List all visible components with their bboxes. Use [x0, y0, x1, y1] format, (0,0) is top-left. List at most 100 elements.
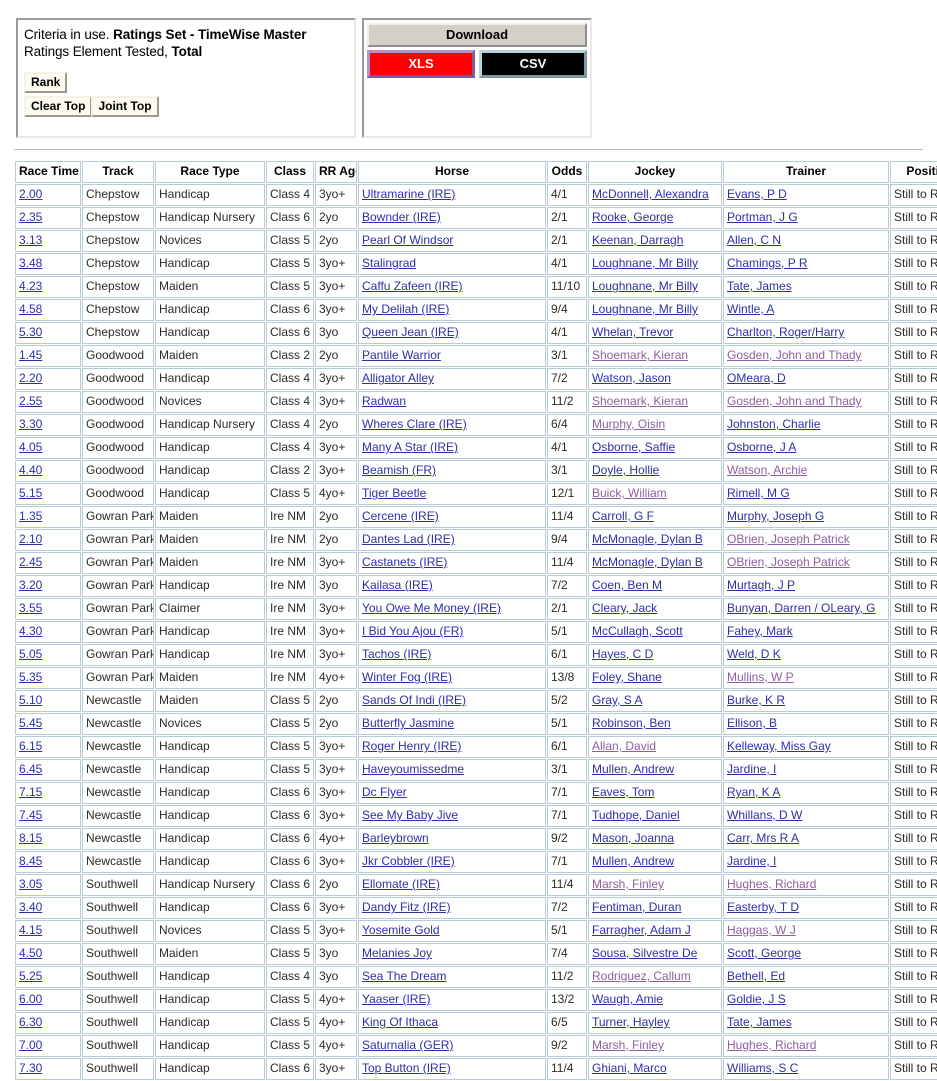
horse-link[interactable]: Beamish (FR): [362, 463, 437, 477]
horse-link[interactable]: Queen Jean (IRE): [362, 325, 459, 339]
cell-horse[interactable]: Kailasa (IRE): [358, 575, 546, 597]
race-time-link[interactable]: 2.35: [19, 210, 43, 224]
race-time-link[interactable]: 2.45: [19, 555, 43, 569]
jockey-link[interactable]: Turner, Hayley: [592, 1015, 670, 1029]
cell-horse[interactable]: Yaaser (IRE): [358, 989, 546, 1011]
race-time-link[interactable]: 5.10: [19, 693, 43, 707]
trainer-link[interactable]: Mullins, W P: [727, 670, 794, 684]
cell-race-time[interactable]: 6.00: [15, 989, 81, 1011]
cell-race-time[interactable]: 2.35: [15, 207, 81, 229]
jockey-link[interactable]: Shoemark, Kieran: [592, 394, 689, 408]
race-time-link[interactable]: 1.45: [19, 348, 43, 362]
jockey-link[interactable]: Shoemark, Kieran: [592, 348, 689, 362]
jockey-link[interactable]: Eaves, Tom: [592, 785, 655, 799]
trainer-link[interactable]: Watson, Archie: [727, 463, 808, 477]
jockey-link[interactable]: Murphy, Oisin: [592, 417, 666, 431]
cell-race-time[interactable]: 4.58: [15, 299, 81, 321]
cell-jockey[interactable]: Sousa, Silvestre De: [588, 943, 722, 965]
cell-trainer[interactable]: Easterby, T D: [723, 897, 889, 919]
cell-trainer[interactable]: Bethell, Ed: [723, 966, 889, 988]
jockey-link[interactable]: Allan, David: [592, 739, 657, 753]
cell-horse[interactable]: You Owe Me Money (IRE): [358, 598, 546, 620]
cell-trainer[interactable]: OBrien, Joseph Patrick: [723, 552, 889, 574]
cell-trainer[interactable]: Charlton, Roger/Harry: [723, 322, 889, 344]
race-time-link[interactable]: 5.45: [19, 716, 43, 730]
cell-trainer[interactable]: Haggas, W J: [723, 920, 889, 942]
cell-horse[interactable]: Saturnalia (GER): [358, 1035, 546, 1057]
jockey-link[interactable]: Osborne, Saffie: [592, 440, 676, 454]
cell-jockey[interactable]: Eaves, Tom: [588, 782, 722, 804]
jockey-link[interactable]: Watson, Jason: [592, 371, 671, 385]
cell-trainer[interactable]: Evans, P D: [723, 184, 889, 206]
horse-link[interactable]: Winter Fog (IRE): [362, 670, 453, 684]
cell-race-time[interactable]: 8.45: [15, 851, 81, 873]
cell-trainer[interactable]: Mullins, W P: [723, 667, 889, 689]
trainer-link[interactable]: Tate, James: [727, 279, 792, 293]
cell-trainer[interactable]: Rimell, M G: [723, 483, 889, 505]
cell-race-time[interactable]: 2.55: [15, 391, 81, 413]
cell-trainer[interactable]: Hughes, Richard: [723, 1035, 889, 1057]
horse-link[interactable]: See My Baby Jive: [362, 808, 459, 822]
jockey-link[interactable]: Whelan, Trevor: [592, 325, 674, 339]
jockey-link[interactable]: McMonagle, Dylan B: [592, 555, 703, 569]
jockey-link[interactable]: Keenan, Darragh: [592, 233, 684, 247]
horse-link[interactable]: Pearl Of Windsor: [362, 233, 454, 247]
horse-link[interactable]: Tiger Beetle: [362, 486, 427, 500]
race-time-link[interactable]: 3.40: [19, 900, 43, 914]
horse-link[interactable]: Kailasa (IRE): [362, 578, 433, 592]
cell-race-time[interactable]: 7.15: [15, 782, 81, 804]
horse-link[interactable]: Cercene (IRE): [362, 509, 439, 523]
jockey-link[interactable]: McMonagle, Dylan B: [592, 532, 703, 546]
trainer-link[interactable]: Tate, James: [727, 1015, 792, 1029]
cell-race-time[interactable]: 3.55: [15, 598, 81, 620]
cell-horse[interactable]: Butterfly Jasmine: [358, 713, 546, 735]
race-time-link[interactable]: 3.48: [19, 256, 43, 270]
cell-race-time[interactable]: 3.40: [15, 897, 81, 919]
cell-horse[interactable]: Pantile Warrior: [358, 345, 546, 367]
horse-link[interactable]: Roger Henry (IRE): [362, 739, 462, 753]
cell-trainer[interactable]: OBrien, Joseph Patrick: [723, 529, 889, 551]
cell-horse[interactable]: Alligator Alley: [358, 368, 546, 390]
cell-jockey[interactable]: Osborne, Saffie: [588, 437, 722, 459]
cell-jockey[interactable]: Allan, David: [588, 736, 722, 758]
cell-jockey[interactable]: Whelan, Trevor: [588, 322, 722, 344]
cell-race-time[interactable]: 5.15: [15, 483, 81, 505]
cell-jockey[interactable]: Murphy, Oisin: [588, 414, 722, 436]
horse-link[interactable]: Barleybrown: [362, 831, 429, 845]
cell-horse[interactable]: I Bid You Ajou (FR): [358, 621, 546, 643]
jockey-link[interactable]: McCullagh, Scott: [592, 624, 683, 638]
cell-jockey[interactable]: Loughnane, Mr Billy: [588, 276, 722, 298]
cell-jockey[interactable]: Marsh, Finley: [588, 874, 722, 896]
cell-trainer[interactable]: Hughes, Richard: [723, 874, 889, 896]
cell-race-time[interactable]: 4.05: [15, 437, 81, 459]
race-time-link[interactable]: 5.15: [19, 486, 43, 500]
download-csv-button[interactable]: CSV: [479, 50, 587, 78]
jockey-link[interactable]: Rodriguez, Callum: [592, 969, 691, 983]
cell-horse[interactable]: Roger Henry (IRE): [358, 736, 546, 758]
horse-link[interactable]: Haveyoumissedme: [362, 762, 465, 776]
cell-jockey[interactable]: Shoemark, Kieran: [588, 345, 722, 367]
cell-trainer[interactable]: Tate, James: [723, 1012, 889, 1034]
cell-race-time[interactable]: 7.30: [15, 1058, 81, 1080]
cell-horse[interactable]: Beamish (FR): [358, 460, 546, 482]
cell-trainer[interactable]: Jardine, I: [723, 851, 889, 873]
horse-link[interactable]: Yosemite Gold: [362, 923, 440, 937]
jockey-link[interactable]: Gray, S A: [592, 693, 643, 707]
horse-link[interactable]: Dandy Fitz (IRE): [362, 900, 451, 914]
trainer-link[interactable]: Gosden, John and Thady: [727, 348, 862, 362]
cell-jockey[interactable]: Gray, S A: [588, 690, 722, 712]
trainer-link[interactable]: Ellison, B: [727, 716, 778, 730]
cell-trainer[interactable]: Carr, Mrs R A: [723, 828, 889, 850]
trainer-link[interactable]: Whillans, D W: [727, 808, 803, 822]
cell-jockey[interactable]: Waugh, Amie: [588, 989, 722, 1011]
jockey-link[interactable]: Doyle, Hollie: [592, 463, 660, 477]
cell-jockey[interactable]: Carroll, G F: [588, 506, 722, 528]
trainer-link[interactable]: Weld, D K: [727, 647, 781, 661]
horse-link[interactable]: Sands Of Indi (IRE): [362, 693, 467, 707]
cell-horse[interactable]: Caffu Zafeen (IRE): [358, 276, 546, 298]
cell-jockey[interactable]: Coen, Ben M: [588, 575, 722, 597]
cell-trainer[interactable]: Wintle, A: [723, 299, 889, 321]
race-time-link[interactable]: 6.30: [19, 1015, 43, 1029]
cell-race-time[interactable]: 4.30: [15, 621, 81, 643]
cell-horse[interactable]: See My Baby Jive: [358, 805, 546, 827]
